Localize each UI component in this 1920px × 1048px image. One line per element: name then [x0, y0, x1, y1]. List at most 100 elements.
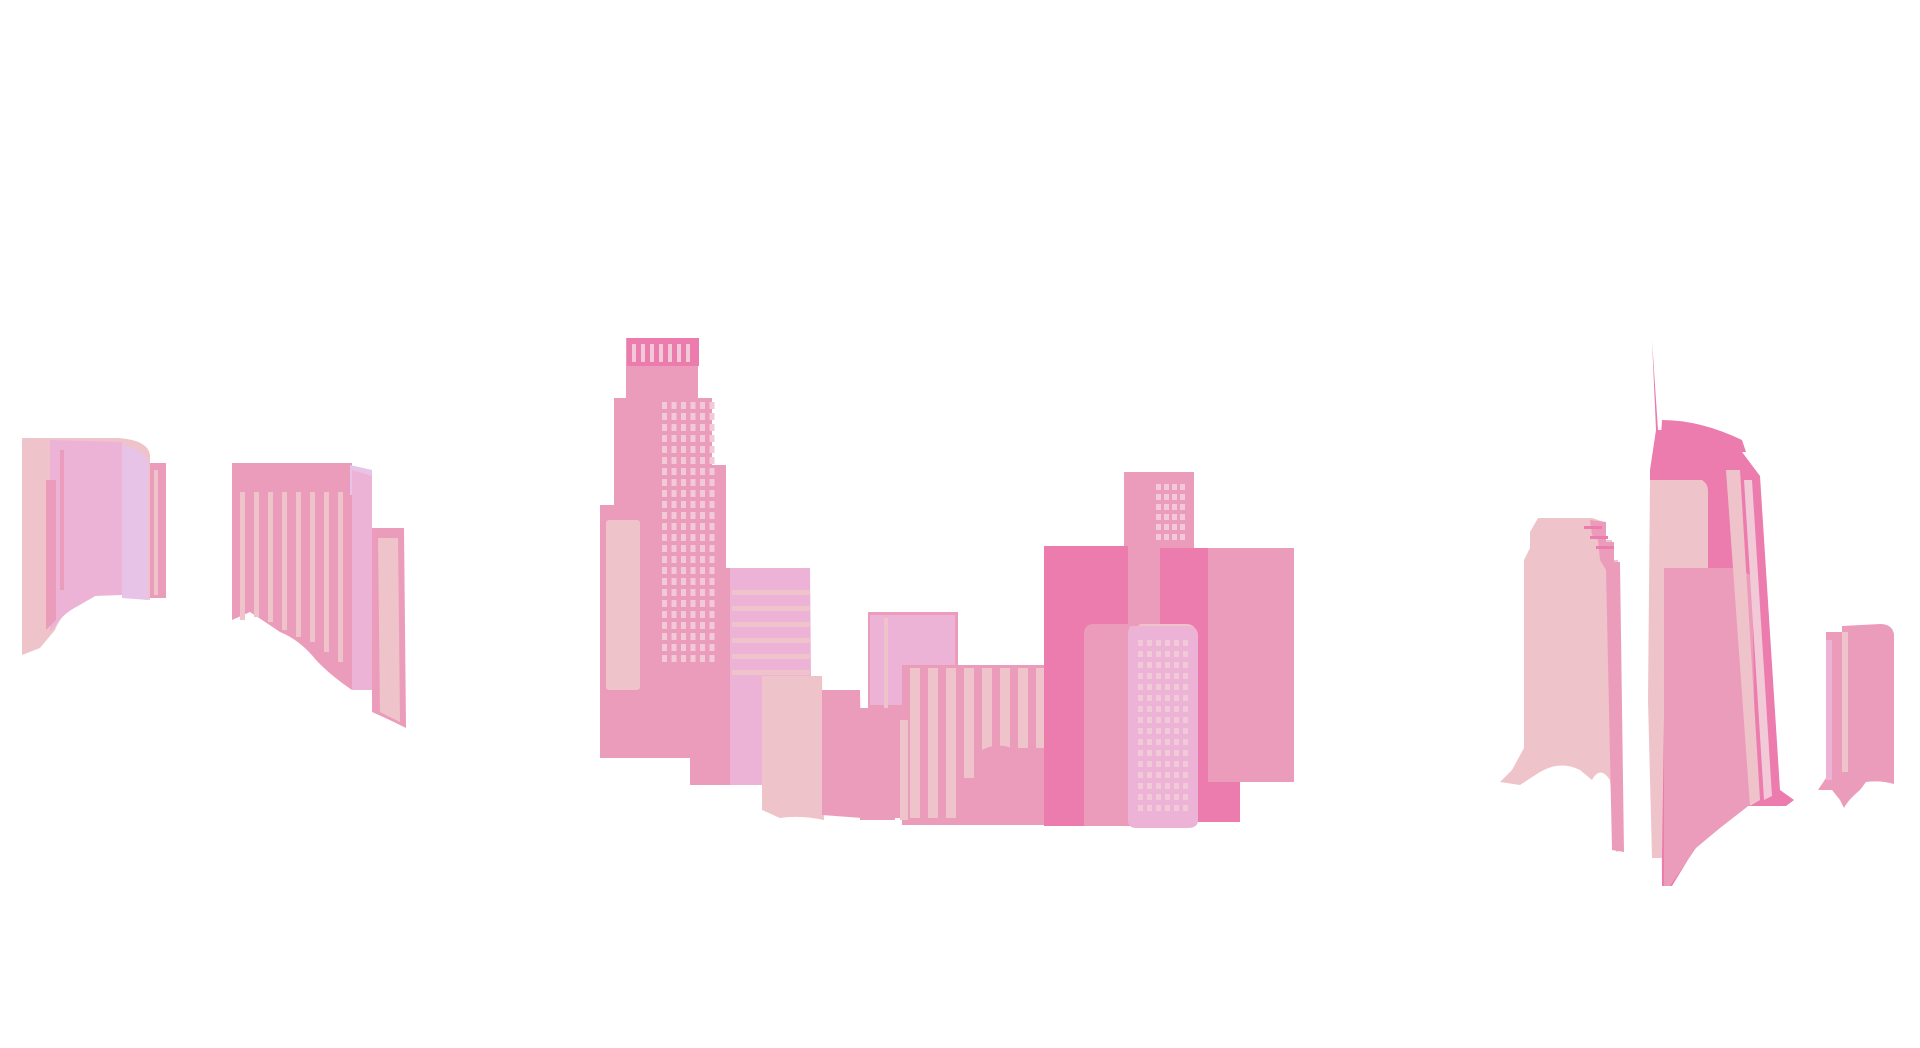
window: [1172, 514, 1177, 520]
window: [671, 655, 677, 662]
left-tower-b-mullions: [240, 492, 343, 662]
window: [700, 402, 705, 409]
window: [662, 567, 667, 574]
window: [1174, 684, 1179, 690]
window: [681, 600, 686, 607]
window: [709, 622, 715, 629]
window: [1138, 772, 1143, 778]
window: [681, 589, 686, 596]
window: [690, 600, 696, 607]
window: [1147, 739, 1152, 745]
slim-tower-windows: [1156, 484, 1185, 540]
window: [700, 644, 705, 651]
window: [681, 468, 686, 475]
window: [681, 402, 686, 409]
window: [1147, 728, 1152, 734]
window: [690, 457, 696, 464]
window: [709, 644, 715, 651]
window: [671, 446, 677, 453]
window: [1156, 651, 1161, 657]
window: [681, 424, 686, 431]
window: [671, 622, 677, 629]
window: [709, 523, 715, 530]
window: [671, 545, 677, 552]
window: [1180, 504, 1185, 510]
window: [662, 446, 667, 453]
window: [1156, 662, 1161, 668]
window: [1165, 706, 1170, 712]
center-building-cluster: [600, 338, 1294, 828]
window: [690, 501, 696, 508]
window: [662, 633, 667, 640]
window: [662, 512, 667, 519]
window: [1174, 794, 1179, 800]
window: [709, 534, 715, 541]
window: [690, 611, 696, 618]
window: [1147, 684, 1152, 690]
crown-fins: [632, 344, 690, 362]
window: [662, 424, 667, 431]
window: [662, 600, 667, 607]
window: [662, 457, 667, 464]
window: [700, 424, 705, 431]
window: [1138, 684, 1143, 690]
window: [709, 655, 715, 662]
window: [709, 611, 715, 618]
window: [1138, 695, 1143, 701]
window: [1156, 772, 1161, 778]
window: [700, 600, 705, 607]
window: [709, 578, 715, 585]
window: [681, 578, 686, 585]
window: [1183, 673, 1188, 679]
window: [1174, 783, 1179, 789]
window: [690, 545, 696, 552]
main-tower-windows: [662, 402, 715, 662]
window: [662, 501, 667, 508]
window: [671, 490, 677, 497]
window: [681, 556, 686, 563]
window: [1147, 750, 1152, 756]
window: [1174, 750, 1179, 756]
window: [671, 633, 677, 640]
window: [690, 556, 696, 563]
window: [1156, 684, 1161, 690]
window: [681, 490, 686, 497]
window: [700, 435, 705, 442]
window: [1164, 484, 1169, 490]
window: [1164, 534, 1169, 540]
window: [700, 468, 705, 475]
window: [1164, 524, 1169, 530]
window: [1180, 484, 1185, 490]
window: [1165, 739, 1170, 745]
window: [1174, 761, 1179, 767]
window: [1183, 783, 1188, 789]
window: [681, 611, 686, 618]
window: [1165, 651, 1170, 657]
window: [1172, 534, 1177, 540]
window: [1183, 662, 1188, 668]
window: [1156, 717, 1161, 723]
window: [1156, 640, 1161, 646]
window: [681, 501, 686, 508]
window: [671, 501, 677, 508]
window: [1147, 772, 1152, 778]
window: [662, 435, 667, 442]
window: [662, 479, 667, 486]
window: [1174, 739, 1179, 745]
window: [690, 567, 696, 574]
window: [1174, 706, 1179, 712]
window: [662, 534, 667, 541]
window: [1165, 695, 1170, 701]
right-stepped-tower: [1500, 518, 1624, 852]
window: [662, 589, 667, 596]
window: [662, 468, 667, 475]
window: [1174, 640, 1179, 646]
window: [1183, 794, 1188, 800]
window: [681, 479, 686, 486]
window: [681, 655, 686, 662]
window: [700, 655, 705, 662]
window: [1164, 514, 1169, 520]
left-tower-a: [22, 438, 166, 655]
window: [700, 501, 705, 508]
